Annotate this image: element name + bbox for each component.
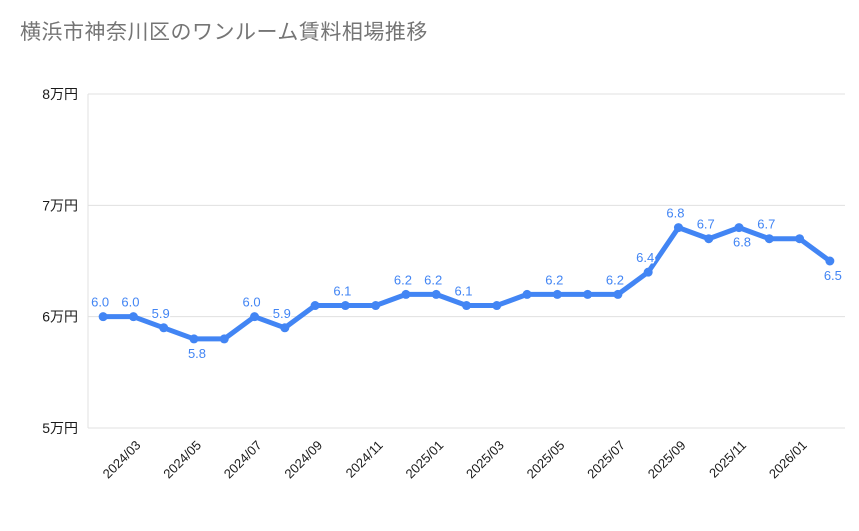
data-point bbox=[98, 312, 108, 322]
y-axis-tick-label: 5万円 bbox=[42, 420, 78, 436]
y-axis-tick-label: 7万円 bbox=[42, 197, 78, 213]
data-point-label: 6.8 bbox=[666, 206, 684, 221]
x-axis-tick-label: 2025/09 bbox=[645, 438, 689, 482]
x-axis-tick-label: 2024/03 bbox=[100, 438, 144, 482]
chart-title: 横浜市神奈川区のワンルーム賃料相場推移 bbox=[20, 21, 428, 44]
data-point bbox=[522, 289, 532, 299]
data-point-label: 6.5 bbox=[824, 268, 842, 283]
data-point bbox=[340, 301, 350, 311]
data-point bbox=[189, 334, 199, 344]
x-axis-tick-label: 2025/03 bbox=[463, 438, 507, 482]
data-point-label: 5.9 bbox=[152, 306, 170, 321]
data-point bbox=[552, 289, 562, 299]
data-point-label: 6.1 bbox=[454, 284, 472, 299]
x-axis-tick-label: 2025/01 bbox=[403, 438, 447, 482]
data-point bbox=[128, 312, 138, 322]
data-point bbox=[310, 301, 320, 311]
data-point-label: 6.2 bbox=[545, 272, 563, 287]
data-point bbox=[219, 334, 229, 344]
data-point-label: 6.7 bbox=[697, 217, 715, 232]
data-point bbox=[764, 234, 774, 244]
x-axis-tick-label: 2025/05 bbox=[524, 438, 568, 482]
x-axis-tick-label: 2024/09 bbox=[281, 438, 325, 482]
data-point bbox=[401, 289, 411, 299]
data-point bbox=[613, 289, 623, 299]
data-point bbox=[492, 301, 502, 311]
data-point-label: 6.7 bbox=[757, 217, 775, 232]
data-point-label: 6.2 bbox=[394, 272, 412, 287]
data-point-label: 6.1 bbox=[333, 284, 351, 299]
data-point-label: 6.0 bbox=[91, 295, 109, 310]
data-point bbox=[159, 323, 169, 333]
data-point-label: 5.8 bbox=[188, 346, 206, 361]
data-point bbox=[643, 267, 653, 277]
data-point bbox=[250, 312, 260, 322]
x-axis-tick-label: 2025/11 bbox=[706, 438, 749, 481]
y-axis-tick-label: 6万円 bbox=[42, 309, 78, 325]
x-axis-tick-label: 2024/11 bbox=[343, 438, 386, 481]
data-point-label: 5.9 bbox=[273, 306, 291, 321]
y-axis-tick-label: 8万円 bbox=[42, 86, 78, 102]
data-point bbox=[673, 223, 683, 233]
data-point-label: 6.8 bbox=[733, 235, 751, 250]
data-point-label: 6.2 bbox=[606, 272, 624, 287]
data-point bbox=[734, 223, 744, 233]
data-point-label: 6.0 bbox=[121, 295, 139, 310]
x-axis-tick-label: 2024/07 bbox=[221, 438, 265, 482]
data-point-label: 6.4 bbox=[636, 250, 654, 265]
data-point bbox=[431, 289, 441, 299]
data-point bbox=[371, 301, 381, 311]
data-point-label: 6.2 bbox=[424, 272, 442, 287]
data-point-label: 6.0 bbox=[243, 295, 261, 310]
data-point bbox=[583, 289, 593, 299]
x-axis-tick-label: 2025/07 bbox=[584, 438, 628, 482]
x-axis-tick-label: 2026/01 bbox=[766, 438, 810, 482]
x-axis-tick-label: 2024/05 bbox=[160, 438, 204, 482]
data-point bbox=[462, 301, 471, 311]
data-point bbox=[825, 256, 835, 266]
data-point bbox=[704, 234, 714, 244]
data-point bbox=[280, 323, 290, 333]
data-point bbox=[795, 234, 805, 244]
